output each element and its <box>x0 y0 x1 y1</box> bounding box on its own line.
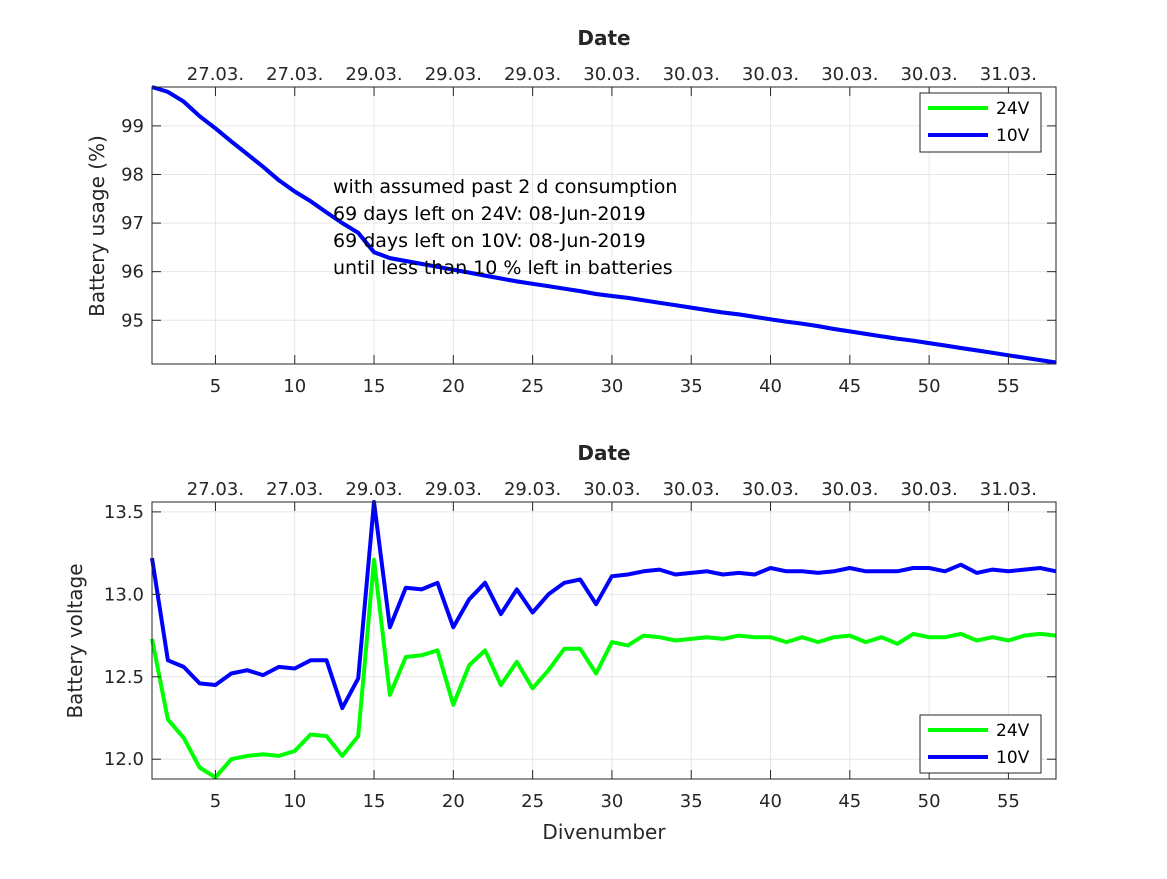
usage-x-tick-label: 5 <box>210 376 221 397</box>
voltage-x-tick-label: 45 <box>838 791 861 812</box>
usage-x-tick-label: 10 <box>283 376 306 397</box>
voltage-date-tick-label: 30.03. <box>663 479 720 500</box>
usage-series <box>151 85 1057 365</box>
voltage-x-tick-label: 25 <box>521 791 544 812</box>
voltage-date-tick-label: 30.03. <box>821 479 878 500</box>
voltage-y-tick-label: 12.5 <box>104 667 144 688</box>
usage-x-tick-label: 50 <box>918 376 941 397</box>
voltage-x-tick-label: 20 <box>442 791 465 812</box>
annotation-line-4: until less than 10 % left in batteries <box>333 257 673 279</box>
usage-x-tick-label: 15 <box>363 376 386 397</box>
voltage-date-tick-label: 29.03. <box>504 479 561 500</box>
usage-y-tick-label: 99 <box>121 116 144 137</box>
voltage-date-tick-label: 30.03. <box>583 479 640 500</box>
usage-y-tick-label: 95 <box>121 310 144 331</box>
voltage-series-line-24v <box>150 557 1057 780</box>
usage-series-line-10v <box>151 85 1057 365</box>
usage-legend-label-10v: 10V <box>996 126 1030 146</box>
usage-annotation: with assumed past 2 d consumption 69 day… <box>333 176 677 279</box>
usage-x-tick-label: 45 <box>838 376 861 397</box>
voltage-x-axis-label: Divenumber <box>542 820 666 844</box>
usage-legend-box <box>919 92 1042 153</box>
usage-date-tick-label: 29.03. <box>425 64 482 85</box>
voltage-x-tick-label: 5 <box>210 791 221 812</box>
usage-date-tick-label: 30.03. <box>583 64 640 85</box>
usage-x-tick-label: 55 <box>997 376 1020 397</box>
voltage-x-tick-label: 50 <box>918 791 941 812</box>
usage-date-tick-label: 29.03. <box>345 64 402 85</box>
usage-date-tick-label: 30.03. <box>900 64 957 85</box>
usage-legend: 24V 10V <box>919 92 1042 153</box>
usage-x-tick-label: 20 <box>442 376 465 397</box>
voltage-date-tick-label: 29.03. <box>345 479 402 500</box>
voltage-y-tick-label: 13.5 <box>104 502 144 523</box>
usage-axes-frame <box>151 86 1057 365</box>
voltage-series <box>150 500 1057 780</box>
usage-x-tick-label: 40 <box>759 376 782 397</box>
usage-date-tick-label: 31.03. <box>980 64 1037 85</box>
voltage-x-tick-label: 10 <box>283 791 306 812</box>
voltage-legend: 24V 10V <box>919 714 1042 774</box>
usage-date-tick-label: 27.03. <box>187 64 244 85</box>
usage-chart-title: Date <box>577 26 630 50</box>
voltage-y-tick-label: 12.0 <box>104 749 144 770</box>
voltage-date-tick-label: 31.03. <box>980 479 1037 500</box>
usage-x-tick-label: 35 <box>680 376 703 397</box>
usage-y-axis-label: Battery usage (%) <box>85 135 109 317</box>
usage-legend-label-24v: 24V <box>996 99 1030 119</box>
usage-date-tick-label: 30.03. <box>663 64 720 85</box>
usage-date-tick-label: 29.03. <box>504 64 561 85</box>
voltage-legend-box <box>919 714 1042 774</box>
usage-date-tick-label: 30.03. <box>742 64 799 85</box>
usage-date-tick-label: 30.03. <box>821 64 878 85</box>
voltage-x-tick-label: 55 <box>997 791 1020 812</box>
voltage-legend-label-24v: 24V <box>996 721 1030 741</box>
annotation-line-3: 69 days left on 10V: 08-Jun-2019 <box>333 230 646 252</box>
voltage-date-tick-label: 30.03. <box>742 479 799 500</box>
voltage-y-tick-label: 13.0 <box>104 584 144 605</box>
voltage-chart: Date 5 27.03. 10 27.03. 15 29.03. 20 29.03. 25 29… <box>63 441 1057 844</box>
usage-y-tick-label: 97 <box>121 213 144 234</box>
voltage-date-tick-label: 27.03. <box>266 479 323 500</box>
voltage-y-axis-label: Battery voltage <box>63 563 87 718</box>
annotation-line-2: 69 days left on 24V: 08-Jun-2019 <box>333 203 646 225</box>
voltage-chart-title: Date <box>577 441 630 465</box>
usage-x-tick-label: 25 <box>521 376 544 397</box>
usage-chart: Date 5 27.03. 10 27.03. 15 29.03. 20 29.03. 25 29… <box>85 26 1057 397</box>
voltage-date-tick-label: 29.03. <box>425 479 482 500</box>
voltage-series-line-10v <box>150 500 1057 711</box>
usage-x-tick-label: 30 <box>600 376 623 397</box>
voltage-ticks: 5 27.03. 10 27.03. 15 29.03. 20 29.03. 25 29.03. 3… <box>104 479 1056 812</box>
voltage-date-tick-label: 30.03. <box>900 479 957 500</box>
voltage-date-tick-label: 27.03. <box>187 479 244 500</box>
voltage-x-tick-label: 40 <box>759 791 782 812</box>
usage-y-tick-label: 96 <box>121 262 144 283</box>
voltage-x-tick-label: 35 <box>680 791 703 812</box>
voltage-x-tick-label: 15 <box>363 791 386 812</box>
usage-y-tick-label: 98 <box>121 164 144 185</box>
voltage-axes-frame <box>151 501 1057 780</box>
voltage-x-tick-label: 30 <box>600 791 623 812</box>
voltage-legend-label-10v: 10V <box>996 748 1030 768</box>
usage-ticks: 5 27.03. 10 27.03. 15 29.03. 20 29.03. 25 29.03. 3… <box>121 64 1056 397</box>
annotation-line-1: with assumed past 2 d consumption <box>333 176 677 198</box>
usage-date-tick-label: 27.03. <box>266 64 323 85</box>
